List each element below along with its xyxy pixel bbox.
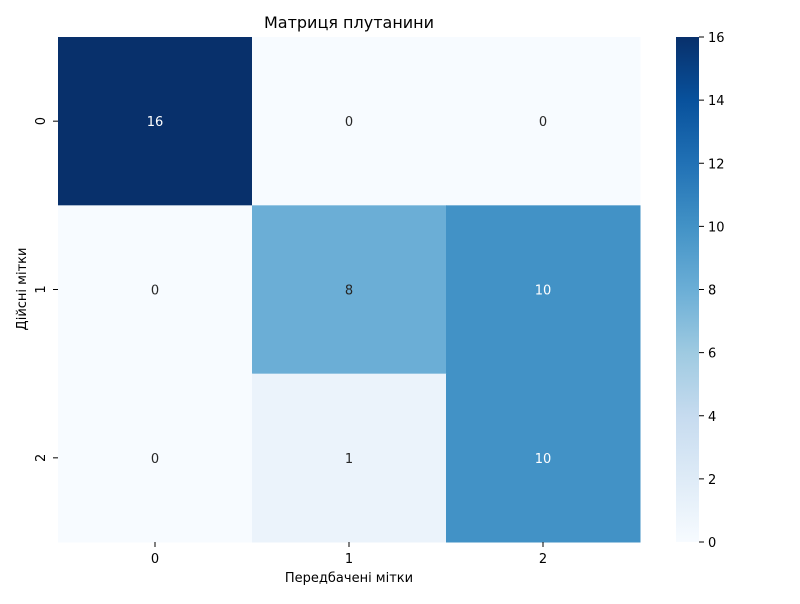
x-axis: 0 1 2 bbox=[151, 542, 547, 567]
x-tick-label-1: 1 bbox=[345, 552, 353, 567]
cell-value-r0-c2: 0 bbox=[539, 115, 547, 130]
colorbar-axis: 0 2 4 6 8 10 12 14 16 bbox=[699, 31, 725, 551]
heatmap-cell-r0-c1 bbox=[252, 37, 447, 206]
heatmap-cell-r1-c1 bbox=[252, 205, 447, 375]
colorbar bbox=[676, 37, 699, 542]
cell-value-r2-c2: 10 bbox=[535, 452, 552, 467]
colorbar-gradient bbox=[676, 37, 699, 542]
colorbar-tick-label-0: 0 bbox=[708, 536, 716, 551]
cell-value-r0-c0: 16 bbox=[147, 115, 164, 130]
colorbar-tick-label-3: 6 bbox=[708, 347, 716, 362]
y-tick-label-2: 2 bbox=[34, 454, 49, 462]
colorbar-tick-label-2: 4 bbox=[708, 410, 716, 425]
heatmap-cell-r1-c0 bbox=[58, 205, 253, 375]
x-axis-label: Передбачені мітки bbox=[285, 571, 413, 586]
cell-value-r2-c0: 0 bbox=[151, 452, 159, 467]
y-tick-label-1: 1 bbox=[34, 285, 49, 293]
cell-value-r0-c1: 0 bbox=[345, 115, 353, 130]
y-axis: 0 1 2 bbox=[34, 117, 58, 462]
heatmap-cell-r2-c2 bbox=[446, 373, 641, 543]
cell-value-r1-c1: 8 bbox=[345, 284, 353, 299]
heatmap-cell-r0-c0 bbox=[58, 37, 253, 206]
colorbar-tick-label-8: 16 bbox=[708, 31, 725, 46]
x-tick-label-2: 2 bbox=[539, 552, 547, 567]
x-tick-label-0: 0 bbox=[151, 552, 159, 567]
colorbar-tick-label-5: 10 bbox=[708, 220, 725, 235]
colorbar-tick-label-4: 8 bbox=[708, 284, 716, 299]
heatmap-cells bbox=[58, 37, 641, 543]
cell-value-r2-c1: 1 bbox=[345, 452, 353, 467]
heatmap-cell-r2-c0 bbox=[58, 373, 253, 543]
cell-value-r1-c2: 10 bbox=[535, 284, 552, 299]
heatmap-cell-r2-c1 bbox=[252, 373, 447, 543]
y-axis-label: Дійсні мітки bbox=[15, 248, 30, 331]
y-tick-label-0: 0 bbox=[34, 117, 49, 125]
heatmap-cell-r1-c2 bbox=[446, 205, 641, 375]
chart-title: Матриця плутанини bbox=[264, 13, 434, 32]
colorbar-tick-label-1: 2 bbox=[708, 473, 716, 488]
colorbar-tick-label-6: 12 bbox=[708, 157, 725, 172]
heatmap-cell-r0-c2 bbox=[446, 37, 641, 206]
cell-value-r1-c0: 0 bbox=[151, 284, 159, 299]
cell-labels: 16 0 0 0 8 10 0 1 10 bbox=[147, 115, 552, 467]
colorbar-tick-label-7: 14 bbox=[708, 94, 725, 109]
